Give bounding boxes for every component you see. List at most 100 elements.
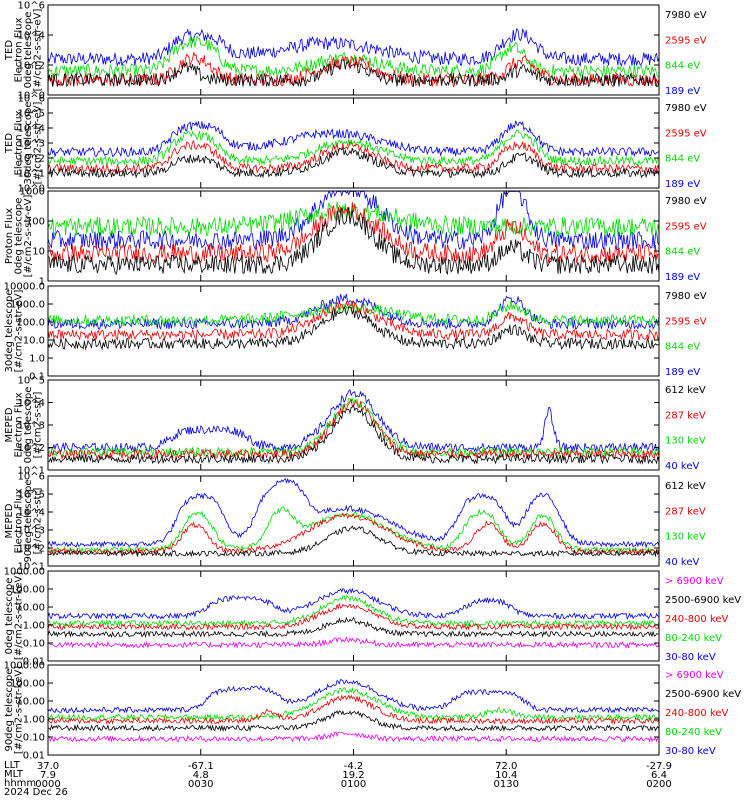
panel-5-frame xyxy=(47,379,660,471)
x-tick-label-mlt-3: 19.2 xyxy=(342,770,364,781)
x-tick-label-hhmm-5: 0200 xyxy=(646,779,671,790)
panel-7-legend-2: 2500-6900 keV xyxy=(665,595,741,606)
panel-8-ytick-label: 1000.00 xyxy=(4,661,45,672)
x-tick-label-mlt-5: 6.4 xyxy=(651,770,667,781)
panel-8-series-4-line xyxy=(47,686,660,722)
panel-6-ytick-label: 10^6 xyxy=(18,472,45,483)
x-tick-label-hhmm-2: 0030 xyxy=(188,779,213,790)
panel-3-legend-3: 844 eV xyxy=(665,247,700,258)
panel-1-ylabel-line-3: 0deg telescope xyxy=(23,12,34,89)
panel-1-legend-1: 7980 eV xyxy=(665,10,707,21)
panel-2-series-4-line xyxy=(47,120,660,158)
panel-2-legend-2: 2595 eV xyxy=(665,128,707,139)
panel-2-ytick-label: 10^0 xyxy=(18,184,45,195)
panel-6-ylabel-line-2: Electron Flux xyxy=(14,488,25,553)
panel-2-legend-4: 189 eV xyxy=(665,179,700,190)
panel-2-ytick-label: 10^2 xyxy=(18,154,45,165)
panel-2-ytick-label: 10^3 xyxy=(18,139,45,150)
panel-2-ytick-label: 10^6 xyxy=(18,94,45,105)
panel-3-ylabel-line-3: [#/cm2-s-str-eV] xyxy=(23,195,34,278)
panel-1-series-1-line xyxy=(47,58,660,88)
panel-6-series-2-line xyxy=(47,512,660,556)
panel-4-ylabel-line-1: 30deg telescope xyxy=(4,289,15,372)
panel-5-ytick-label: 10^1 xyxy=(18,466,45,477)
panel-6-ytick-label: 10^2 xyxy=(18,544,45,555)
panel-1-ylabel-line-1: TED xyxy=(4,40,15,61)
panel-3-ytick-label: 100 xyxy=(26,217,45,228)
panel-8-series-2-line xyxy=(47,710,660,733)
panel-6-ylabel-line-1: MEPED xyxy=(4,503,15,538)
panel-7-series-3-line xyxy=(47,603,660,632)
panel-6-series-1-line xyxy=(47,525,660,558)
panel-7-series-4-line xyxy=(47,595,660,628)
panel-6-legend-1: 612 keV xyxy=(665,481,706,492)
panel-3-legend-2: 2595 eV xyxy=(665,221,707,232)
panel-4-legend-2: 2595 eV xyxy=(665,316,707,327)
panel-5-ytick-label: 10^4 xyxy=(18,398,45,409)
x-tick-label-llt-3: -4.2 xyxy=(344,761,364,772)
panel-6-series-4-line xyxy=(47,477,660,549)
panel-2-legend-1: 7980 eV xyxy=(665,103,707,114)
panel-8-legend-4: 80-240 keV xyxy=(665,727,722,738)
panel-8-ytick-label: 100.00 xyxy=(10,679,45,690)
panel-2-series-1-line xyxy=(47,146,660,179)
panel-6-ytick-label: 10^3 xyxy=(18,526,45,537)
panel-4-ytick-label: 1000.0 xyxy=(10,300,45,311)
panel-6-ytick-label: 10^5 xyxy=(18,490,45,501)
panel-5-series-1-line xyxy=(47,404,660,465)
panel-1-series-4-line xyxy=(47,27,660,67)
x-tick-label-llt-2: -67.1 xyxy=(188,761,214,772)
panel-2-ylabel-line-2: Electron Flux xyxy=(14,110,25,175)
panel-4-series-3-line xyxy=(47,300,660,327)
panel-6-ytick-label: 10^4 xyxy=(18,508,45,519)
panel-8-ylabel-line-1: 90deg telescope xyxy=(4,668,15,751)
panel-1-legend-2: 2595 eV xyxy=(665,35,707,46)
panel-7-ytick-label: 100.00 xyxy=(10,585,45,596)
panel-7-series-2-line xyxy=(47,616,660,638)
panel-5-legend-4: 40 keV xyxy=(665,461,699,472)
panel-2-series-2-line xyxy=(47,140,660,175)
x-row-label-hhmm: hhmm xyxy=(4,778,37,789)
panel-8-ylabel-line-2: [#/cm2-s-str-keV] xyxy=(14,666,25,754)
x-row-label-mlt: MLT xyxy=(4,769,23,780)
panel-3-ytick-label: 10 xyxy=(32,247,45,258)
x-row-label-llt: LLT xyxy=(4,760,20,771)
x-tick-label-mlt-1: 7.9 xyxy=(40,770,56,781)
panel-5-series-4-line xyxy=(47,389,660,454)
panel-4-ylabel-line-2: [#/cm2-s-str-eV] xyxy=(14,290,25,373)
panel-7-legend-1: > 6900 keV xyxy=(665,576,724,587)
panel-4-ytick-label: 10.0 xyxy=(23,336,45,347)
panel-4-ytick-label: 100.0 xyxy=(16,318,45,329)
panel-4-ytick-label: 0.1 xyxy=(29,372,45,383)
panel-7-ylabel-line-2: [#/cm2-s-str-keV] xyxy=(14,572,25,660)
panel-5-legend-3: 130 keV xyxy=(665,436,706,447)
panel-5-ylabel-line-4: [#/cm2-s-str] xyxy=(33,391,44,458)
panel-7-legend-5: 30-80 keV xyxy=(665,652,716,663)
panel-2-series-3-line xyxy=(47,129,660,167)
panel-6-legend-4: 40 keV xyxy=(665,557,699,568)
panel-3-ytick-label: 1000 xyxy=(20,187,45,198)
panel-4-ytick-label: 10000.0 xyxy=(4,282,45,293)
panel-7-ytick-label: 10.00 xyxy=(16,603,45,614)
panel-3-series-3-line xyxy=(47,201,660,237)
panel-2-ylabel-line-3: 30deg telescope xyxy=(23,101,34,184)
x-tick-label-llt-5: -27.9 xyxy=(646,761,672,772)
panel-8-ytick-label: 0.10 xyxy=(23,733,45,744)
panel-1-legend-3: 844 eV xyxy=(665,61,700,72)
panel-5-ytick-label: 10^5 xyxy=(18,376,45,387)
panel-4-legend-4: 189 eV xyxy=(665,367,700,378)
x-tick-label-hhmm-4: 0130 xyxy=(494,779,519,790)
panel-7-ytick-label: 1000.00 xyxy=(4,567,45,578)
panel-1-ytick-label: 10^0 xyxy=(18,91,45,102)
panel-3-legend-4: 189 eV xyxy=(665,272,700,283)
x-tick-label-llt-4: 72.0 xyxy=(495,761,517,772)
panel-5-ytick-label: 10^2 xyxy=(18,443,45,454)
panel-4-ytick-label: 1.0 xyxy=(29,354,45,365)
panel-4-series-4-line xyxy=(47,293,660,331)
